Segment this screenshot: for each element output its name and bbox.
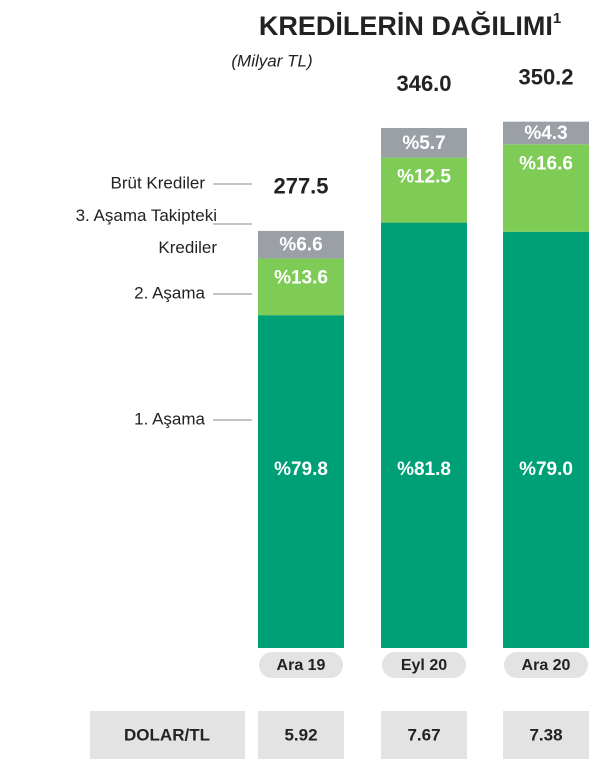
chart-title: KREDİLERİN DAĞILIMI1 (259, 10, 561, 41)
legend-label: 1. Aşama (134, 409, 205, 428)
rate-value: 7.38 (529, 725, 562, 744)
total-label: 350.2 (518, 64, 573, 89)
data-label: %5.7 (402, 133, 445, 154)
bar-segment (381, 127, 467, 158)
data-label: %13.6 (274, 267, 328, 288)
legend-label: 2. Aşama (134, 283, 205, 302)
total-label: 346.0 (396, 71, 451, 96)
bar-segment (503, 231, 589, 649)
rate-value: 7.67 (407, 725, 440, 744)
subtitle: (Milyar TL) (231, 51, 312, 70)
data-label: %79.0 (519, 459, 573, 480)
category-pill (259, 652, 343, 678)
legend-label: 3. Aşama Takipteki Krediler (75, 206, 217, 257)
rate-value: 5.92 (284, 725, 317, 744)
rate-box (503, 711, 589, 759)
bar-segment (503, 121, 589, 145)
bar-segment (258, 315, 344, 648)
category-pill (504, 652, 588, 678)
data-label: %6.6 (279, 235, 322, 256)
x-tick-label: Ara 19 (277, 657, 326, 674)
data-label: %16.6 (519, 153, 573, 174)
bar-segment (258, 230, 344, 259)
x-tick-label: Ara 20 (522, 657, 571, 674)
rate-label-box (90, 711, 245, 759)
title-text: KREDİLERİN DAĞILIMI (259, 10, 553, 41)
x-tick-label: Eyl 20 (401, 657, 447, 674)
rate-box (381, 711, 467, 759)
bar-segment (381, 157, 467, 223)
data-label: %79.8 (274, 459, 328, 480)
bar-segment (503, 144, 589, 232)
bar-segment (381, 222, 467, 648)
title-note: 1 (553, 10, 561, 27)
rate-box (258, 711, 344, 759)
data-label: %81.8 (397, 459, 451, 480)
data-label: %12.5 (397, 167, 451, 188)
legend-label: Brüt Krediler (111, 173, 206, 192)
total-label: 277.5 (273, 174, 328, 199)
data-label: %4.3 (524, 123, 567, 144)
category-pill (382, 652, 466, 678)
rate-label: DOLAR/TL (124, 725, 210, 744)
bar-segment (258, 258, 344, 316)
